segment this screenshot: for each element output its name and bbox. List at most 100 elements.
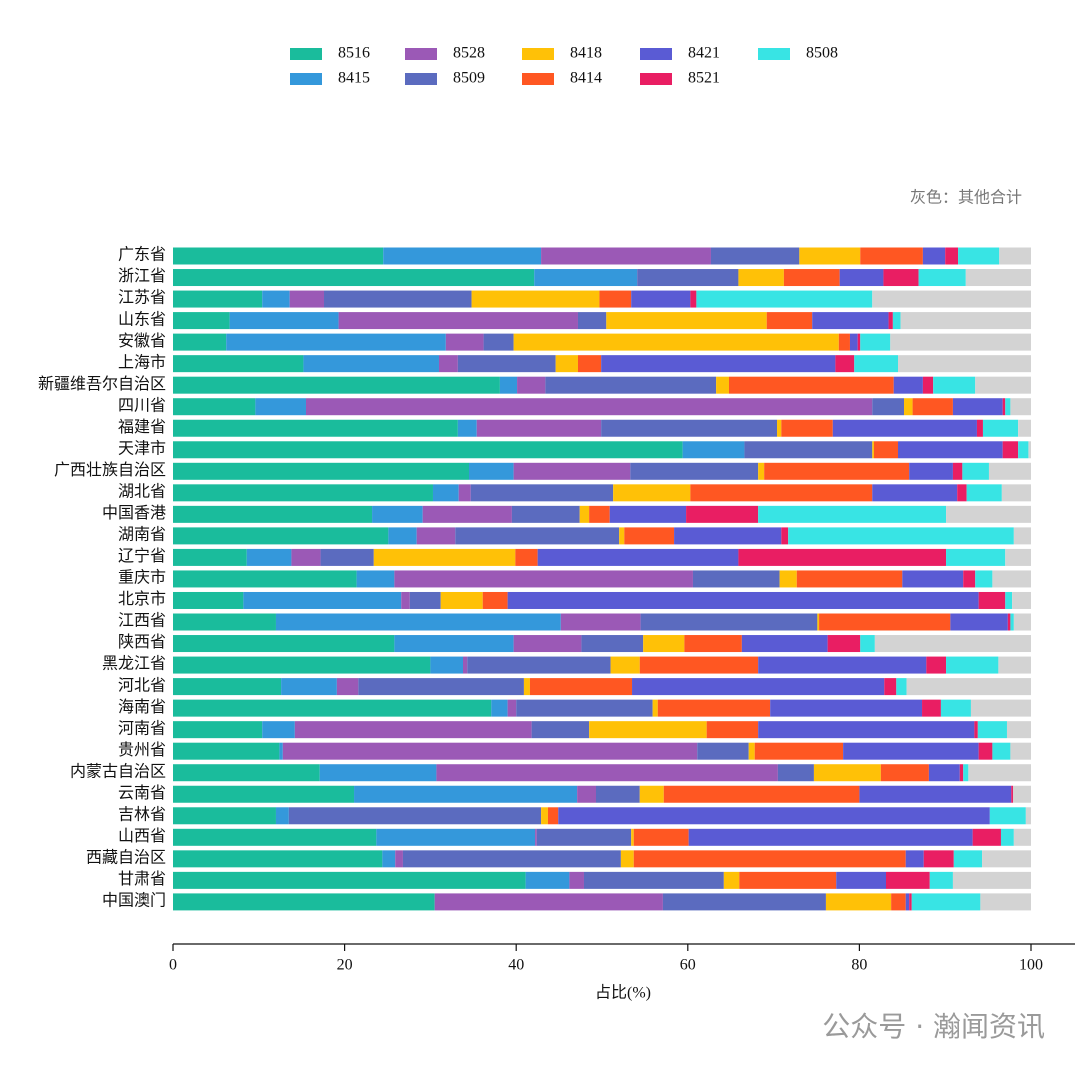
- y-tick-label: 吉林省: [118, 805, 166, 823]
- bar-segment: [436, 764, 778, 782]
- legend-swatch: [290, 73, 322, 85]
- bar-segment: [1013, 613, 1031, 631]
- legend-swatch: [758, 48, 790, 60]
- bar-segment: [686, 505, 759, 523]
- bar-segment: [918, 269, 966, 287]
- bar-segment: [545, 376, 717, 394]
- bar-segment: [690, 290, 697, 308]
- bar-segment: [601, 355, 836, 373]
- bar-segment: [928, 764, 960, 782]
- bar-segment: [173, 398, 256, 416]
- bar-segment: [639, 785, 664, 803]
- legend-label: 8508: [806, 45, 838, 62]
- bar-segment: [839, 269, 884, 287]
- bar-segment: [173, 527, 389, 545]
- bar-segment: [579, 505, 590, 523]
- bar-segment: [471, 290, 600, 308]
- bar-segment: [777, 764, 814, 782]
- bar-segment: [1012, 591, 1031, 609]
- x-tick-label: 100: [1019, 957, 1043, 974]
- legend-label: 8528: [453, 45, 485, 62]
- bar-segment: [173, 269, 535, 287]
- bar-segment: [978, 591, 1006, 609]
- bar-segment: [758, 462, 765, 480]
- y-tick-label: 四川省: [118, 396, 166, 414]
- bar-segment: [872, 398, 905, 416]
- bar-segment: [560, 613, 641, 631]
- bar-segment: [356, 570, 395, 588]
- bar-segment: [229, 312, 339, 330]
- bar-segment: [525, 871, 570, 889]
- bar-segment: [884, 678, 897, 696]
- y-tick-label: 上海市: [118, 353, 166, 371]
- bar-segment: [1010, 613, 1014, 631]
- bar-segment: [173, 312, 230, 330]
- bar-segment: [892, 312, 901, 330]
- bar-segment: [541, 807, 548, 825]
- bar-segment: [319, 764, 437, 782]
- y-tick-label: 新疆维吾尔自治区: [38, 375, 166, 393]
- bar-segment: [624, 527, 675, 545]
- bar-segment: [896, 678, 907, 696]
- bar-segment: [173, 548, 247, 566]
- bar-segment: [781, 419, 833, 437]
- y-tick-label: 广东省: [118, 246, 166, 264]
- y-tick-label: 天津市: [118, 439, 166, 457]
- y-tick-label: 浙江省: [118, 267, 166, 285]
- x-tick-label: 80: [851, 957, 867, 974]
- bar-segment: [684, 635, 742, 653]
- bar-segment: [246, 548, 292, 566]
- y-tick-label: 河北省: [118, 676, 166, 694]
- y-tick-label: 黑龙江省: [102, 655, 166, 673]
- bar-segment: [173, 699, 492, 717]
- x-tick-label: 20: [337, 957, 353, 974]
- bar-segment: [513, 635, 582, 653]
- y-tick-label: 广西壮族自治区: [54, 461, 166, 479]
- bar-segment: [953, 850, 983, 868]
- bar-segment: [970, 699, 1031, 717]
- bar-segment: [482, 591, 508, 609]
- bar-segment: [872, 441, 874, 459]
- bar-segment: [555, 355, 578, 373]
- bar-segment: [966, 484, 1002, 502]
- bar-segment: [275, 807, 289, 825]
- bar-segment: [513, 462, 631, 480]
- bar-segment: [1005, 398, 1011, 416]
- bar-segment: [872, 484, 958, 502]
- bar-segment: [455, 527, 620, 545]
- bar-segment: [517, 376, 546, 394]
- bar-segment: [537, 548, 739, 566]
- bar-segment: [900, 312, 1031, 330]
- bar-segment: [965, 269, 1031, 287]
- bar-segment: [690, 484, 873, 502]
- legend-swatch: [640, 73, 672, 85]
- bar-segment: [962, 462, 989, 480]
- legend-label: 8414: [570, 70, 602, 87]
- legend-label: 8421: [688, 45, 720, 62]
- bar-segment: [946, 505, 1031, 523]
- bar-segment: [905, 850, 924, 868]
- bar-segment: [728, 376, 894, 394]
- bar-segment: [982, 419, 1019, 437]
- legend-label: 8415: [338, 70, 370, 87]
- bar-segment: [819, 613, 951, 631]
- bar-segment: [281, 678, 337, 696]
- bar-segment: [748, 742, 755, 760]
- bar-segment: [511, 505, 580, 523]
- bar-segment: [1002, 398, 1006, 416]
- bar-segment: [173, 441, 683, 459]
- bar-segment: [827, 635, 861, 653]
- bar-segment: [978, 742, 993, 760]
- bar-segment: [898, 355, 1031, 373]
- bar-segment: [898, 441, 1003, 459]
- bar-segment: [758, 656, 927, 674]
- bar-segment: [173, 462, 470, 480]
- bar-segment: [507, 699, 517, 717]
- bar-segment: [945, 247, 959, 265]
- bar-segment: [173, 419, 458, 437]
- bar-segment: [515, 548, 538, 566]
- bar-segment: [723, 871, 740, 889]
- bar-segment: [388, 527, 417, 545]
- bar-segment: [275, 613, 561, 631]
